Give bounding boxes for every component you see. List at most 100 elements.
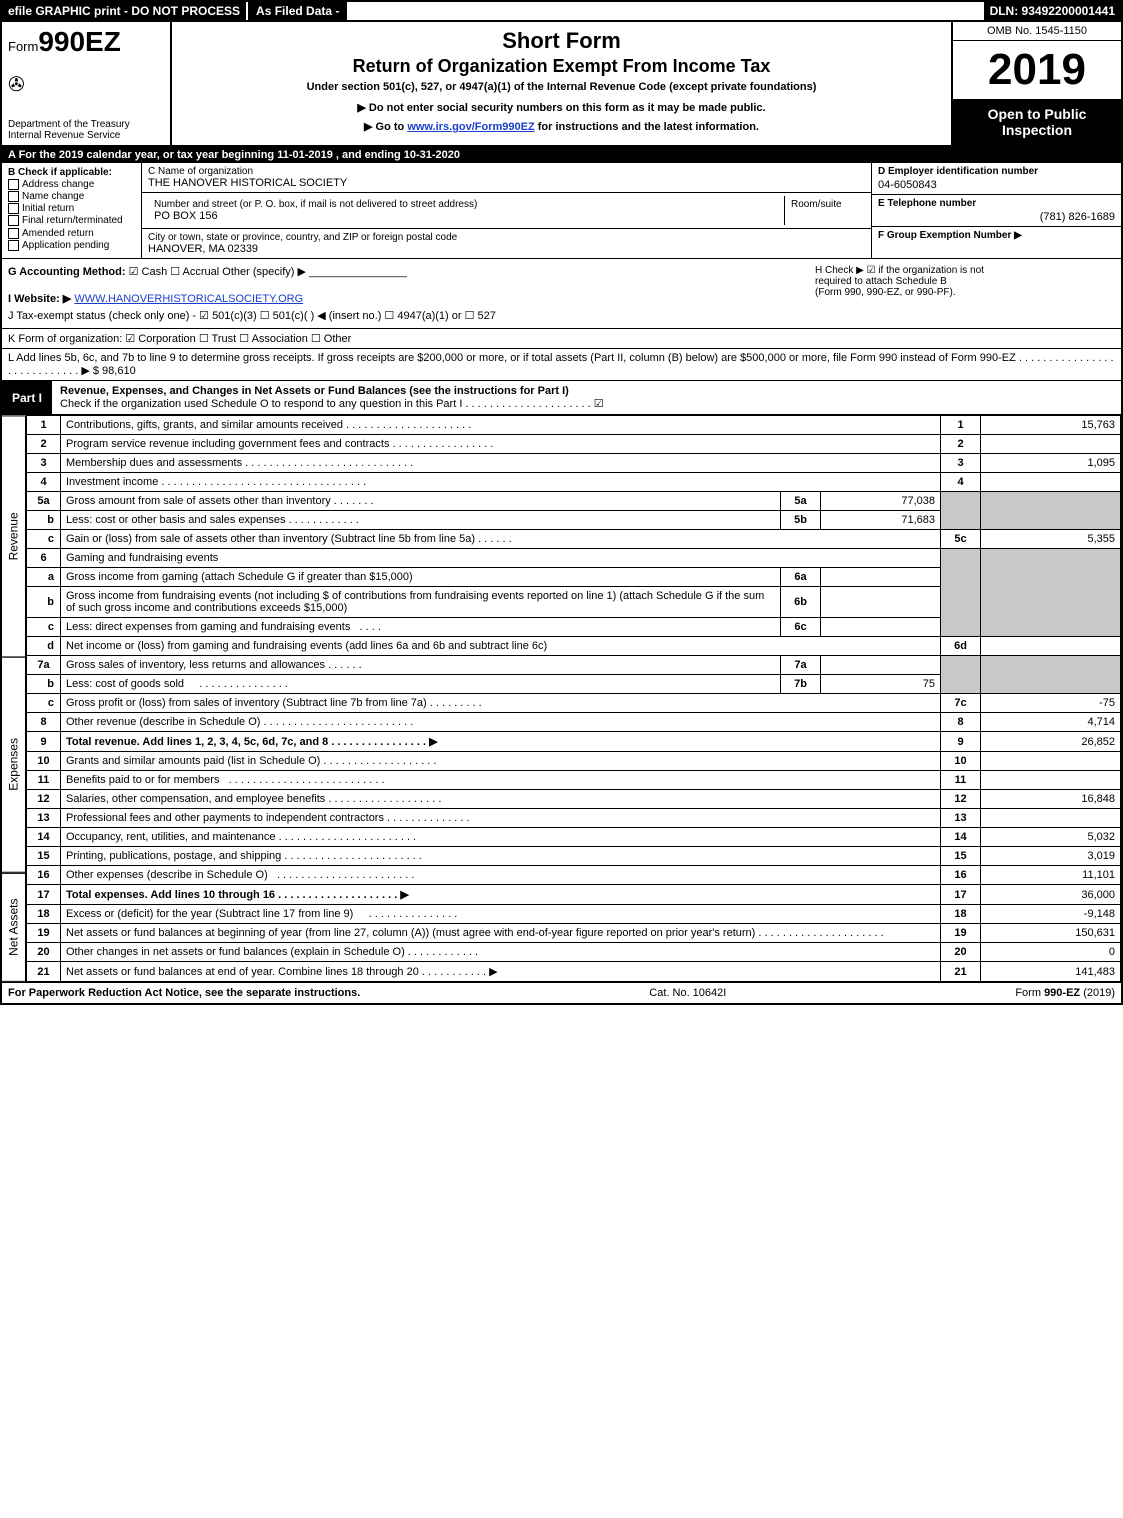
g-accounting: G Accounting Method: ☑ Cash ☐ Accrual Ot… (8, 265, 815, 322)
shade-7 (941, 656, 981, 694)
f-group: F Group Exemption Number ▶ (872, 227, 1121, 258)
c-addr-label: Number and street (or P. O. box, if mail… (154, 199, 477, 210)
l-value: $ 98,610 (93, 365, 136, 377)
chk-address-change[interactable]: Address change (8, 179, 135, 190)
line-13: 13 Professional fees and other payments … (27, 809, 1121, 828)
line-7c: c Gross profit or (loss) from sales of i… (27, 694, 1121, 713)
shade-5 (941, 492, 981, 530)
topbar-gap (347, 2, 983, 20)
c-addr-row: Number and street (or P. O. box, if mail… (142, 193, 871, 229)
chk-app-pending[interactable]: Application pending (8, 240, 135, 251)
d-ein: D Employer identification number 04-6050… (872, 163, 1121, 195)
side-labels: Revenue Expenses Net Assets (2, 415, 26, 982)
line-15: 15 Printing, publications, postage, and … (27, 847, 1121, 866)
g-options: ☑ Cash ☐ Accrual Other (specify) ▶ (129, 266, 306, 278)
h-line1: H Check ▶ ☑ if the organization is not (815, 265, 1115, 276)
c-name-label: C Name of organization (148, 166, 865, 177)
part1-header: Part I Revenue, Expenses, and Changes in… (2, 381, 1121, 415)
row-a-taxyear: A For the 2019 calendar year, or tax yea… (2, 147, 1121, 163)
title-shortform: Short Form (180, 28, 943, 54)
side-expenses: Expenses (2, 657, 26, 873)
shade-7v (981, 656, 1121, 694)
topbar: efile GRAPHIC print - DO NOT PROCESS As … (2, 2, 1121, 22)
topbar-dln: DLN: 93492200001441 (984, 2, 1121, 20)
header-right: OMB No. 1545-1150 2019 Open to Public In… (951, 22, 1121, 145)
goto-line: ▶ Go to www.irs.gov/Form990EZ for instru… (180, 120, 943, 133)
h-line2: required to attach Schedule B (815, 276, 1115, 287)
b-label: B Check if applicable: (8, 167, 112, 178)
h-check: H Check ▶ ☑ if the organization is not r… (815, 265, 1115, 322)
i-website-link[interactable]: WWW.HANOVERHISTORICALSOCIETY.ORG (74, 293, 303, 305)
part1-body: Revenue Expenses Net Assets 1 Contributi… (2, 415, 1121, 982)
shade-5v (981, 492, 1121, 530)
omb-number: OMB No. 1545-1150 (953, 22, 1121, 41)
c-city-row: City or town, state or province, country… (142, 229, 871, 258)
g-label: G Accounting Method: (8, 266, 126, 278)
row-gh: G Accounting Method: ☑ Cash ☐ Accrual Ot… (2, 259, 1121, 329)
e-phone-label: E Telephone number (878, 198, 1115, 209)
goto-link[interactable]: www.irs.gov/Form990EZ (407, 121, 534, 133)
col-b-checkboxes: B Check if applicable: Address change Na… (2, 163, 142, 258)
dept-treasury: Department of the Treasury Internal Reve… (8, 119, 164, 141)
part1-title-bold: Revenue, Expenses, and Changes in Net As… (60, 385, 569, 397)
chk-name-change[interactable]: Name change (8, 191, 135, 202)
lines-table: 1 Contributions, gifts, grants, and simi… (26, 415, 1121, 982)
line-1: 1 Contributions, gifts, grants, and simi… (27, 416, 1121, 435)
open-to-public: Open to Public Inspection (953, 100, 1121, 145)
footer-right: Form 990-EZ (2019) (1015, 987, 1115, 999)
title-return: Return of Organization Exempt From Incom… (180, 56, 943, 77)
footer: For Paperwork Reduction Act Notice, see … (2, 982, 1121, 1003)
col-c-orginfo: C Name of organization THE HANOVER HISTO… (142, 163, 871, 258)
line-2: 2 Program service revenue including gove… (27, 435, 1121, 454)
col-def: D Employer identification number 04-6050… (871, 163, 1121, 258)
line-21: 21 Net assets or fund balances at end of… (27, 962, 1121, 982)
d-ein-value: 04-6050843 (878, 179, 1115, 191)
d-ein-label: D Employer identification number (878, 166, 1115, 177)
subtitle: Under section 501(c), 527, or 4947(a)(1)… (180, 81, 943, 93)
topbar-asfiled: As Filed Data - (246, 2, 347, 20)
f-group-label: F Group Exemption Number ▶ (878, 230, 1115, 241)
side-netassets: Net Assets (2, 873, 26, 982)
c-addr-value: PO BOX 156 (154, 210, 778, 222)
e-phone-value: (781) 826-1689 (878, 211, 1115, 223)
dept-line2: Internal Revenue Service (8, 130, 164, 141)
line-4: 4 Investment income . . . . . . . . . . … (27, 473, 1121, 492)
section-bcdef: B Check if applicable: Address change Na… (2, 163, 1121, 259)
header-center: Short Form Return of Organization Exempt… (172, 22, 951, 145)
form-header: Form990EZ ✇ Department of the Treasury I… (2, 22, 1121, 147)
topbar-efile: efile GRAPHIC print - DO NOT PROCESS (2, 2, 246, 20)
tax-year: 2019 (953, 41, 1121, 100)
chk-amended[interactable]: Amended return (8, 228, 135, 239)
line-12: 12 Salaries, other compensation, and emp… (27, 790, 1121, 809)
line-6d: d Net income or (loss) from gaming and f… (27, 637, 1121, 656)
line-10: 10 Grants and similar amounts paid (list… (27, 752, 1121, 771)
e-phone: E Telephone number (781) 826-1689 (872, 195, 1121, 227)
line-3: 3 Membership dues and assessments . . . … (27, 454, 1121, 473)
line-7a: 7a Gross sales of inventory, less return… (27, 656, 1121, 675)
dept-line1: Department of the Treasury (8, 119, 164, 130)
line-18: 18 Excess or (deficit) for the year (Sub… (27, 905, 1121, 924)
line-8: 8 Other revenue (describe in Schedule O)… (27, 713, 1121, 732)
shade-6v (981, 549, 1121, 637)
c-addr-main: Number and street (or P. O. box, if mail… (148, 196, 785, 225)
irs-seal-icon: ✇ (8, 72, 164, 97)
l-text: L Add lines 5b, 6c, and 7b to line 9 to … (8, 352, 1114, 377)
chk-initial-return[interactable]: Initial return (8, 203, 135, 214)
line-14: 14 Occupancy, rent, utilities, and maint… (27, 828, 1121, 847)
j-tax-status: J Tax-exempt status (check only one) - ☑… (8, 309, 815, 322)
c-name-value: THE HANOVER HISTORICAL SOCIETY (148, 177, 865, 189)
lines-table-wrap: 1 Contributions, gifts, grants, and simi… (26, 415, 1121, 982)
line-16: 16 Other expenses (describe in Schedule … (27, 866, 1121, 885)
form-number: Form990EZ (8, 26, 164, 58)
line-11: 11 Benefits paid to or for members . . .… (27, 771, 1121, 790)
line-20: 20 Other changes in net assets or fund b… (27, 943, 1121, 962)
k-form-org: K Form of organization: ☑ Corporation ☐ … (2, 329, 1121, 349)
part1-title: Revenue, Expenses, and Changes in Net As… (52, 381, 1121, 414)
footer-mid: Cat. No. 10642I (649, 987, 726, 999)
shade-6 (941, 549, 981, 637)
line-6: 6 Gaming and fundraising events (27, 549, 1121, 568)
line-5c: c Gain or (loss) from sale of assets oth… (27, 530, 1121, 549)
part1-check: Check if the organization used Schedule … (60, 398, 604, 410)
chk-final-return[interactable]: Final return/terminated (8, 215, 135, 226)
part1-label: Part I (2, 387, 52, 409)
